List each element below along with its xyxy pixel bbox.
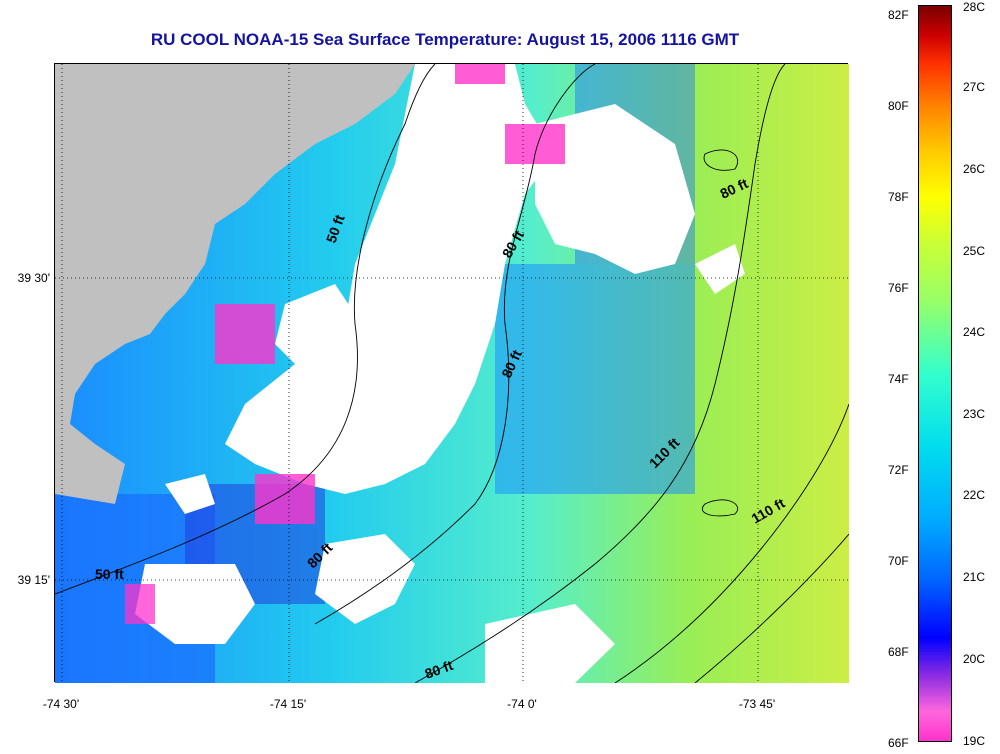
colorbar-c-label: 22C (963, 488, 986, 502)
y-tick-label: 39 30' (17, 271, 50, 285)
no-data-region (315, 534, 415, 624)
map-title: RU COOL NOAA-15 Sea Surface Temperature:… (150, 30, 740, 49)
colorbar-f-label: 74F (888, 372, 909, 386)
y-tick-label: 39 15' (17, 573, 50, 587)
bathymetry-contours (54, 63, 850, 684)
colorbar-c-label: 19C (963, 734, 986, 748)
sst-map: 50 ft 50 ft 80 ft 80 ft 80 ft 80 ft 80 f… (54, 63, 850, 684)
colorbar-c-label: 25C (963, 244, 986, 258)
x-tick-label: -74 30' (42, 697, 80, 711)
x-tick-label: -74 0' (507, 697, 537, 711)
no-data-region (535, 104, 695, 274)
contour-label: 50 ft (95, 566, 124, 582)
no-data-region (695, 244, 745, 294)
colorbar-c-label: 24C (963, 325, 986, 339)
colorbar-c-label: 21C (963, 570, 986, 584)
colorbar-c-label: 23C (963, 407, 986, 421)
cold-anomaly-patch (255, 474, 315, 524)
colorbar-f-label: 68F (888, 645, 909, 659)
x-tick-label: -73 45' (738, 697, 776, 711)
colorbar-f-label: 72F (888, 463, 909, 477)
colorbar-f-label: 80F (888, 99, 909, 113)
cold-water-patch (495, 264, 695, 494)
cold-anomaly-patch (505, 124, 565, 164)
colorbar-c-label: 26C (963, 162, 986, 176)
sst-map-canvas: 50 ft 50 ft 80 ft 80 ft 80 ft 80 ft 80 f… (54, 63, 850, 684)
land-mass (55, 64, 415, 504)
colorbar-f-label: 78F (888, 190, 909, 204)
cold-anomaly-patch (125, 584, 155, 624)
x-tick-label: -74 15' (269, 697, 307, 711)
cold-anomaly-patch (455, 64, 505, 84)
colorbar-f-label: 82F (888, 8, 909, 22)
colorbar-f-label: 76F (888, 281, 909, 295)
lat-lon-grid (55, 64, 849, 683)
contour-labels: 50 ft 50 ft 80 ft 80 ft 80 ft 80 ft 80 f… (95, 175, 788, 682)
no-data-region (275, 284, 355, 364)
no-data-region (485, 604, 615, 683)
no-data-region (165, 474, 215, 514)
colorbar-c-label: 20C (963, 652, 986, 666)
colorbar-c-label: 27C (963, 80, 986, 94)
colorbar-c-label: 28C (963, 0, 986, 14)
cold-anomaly-patch (215, 304, 275, 364)
temperature-colorbar (918, 5, 952, 742)
no-data-region (135, 564, 255, 644)
no-data-region (225, 64, 555, 494)
colorbar-f-label: 70F (888, 554, 909, 568)
colorbar-f-label: 66F (888, 736, 909, 750)
